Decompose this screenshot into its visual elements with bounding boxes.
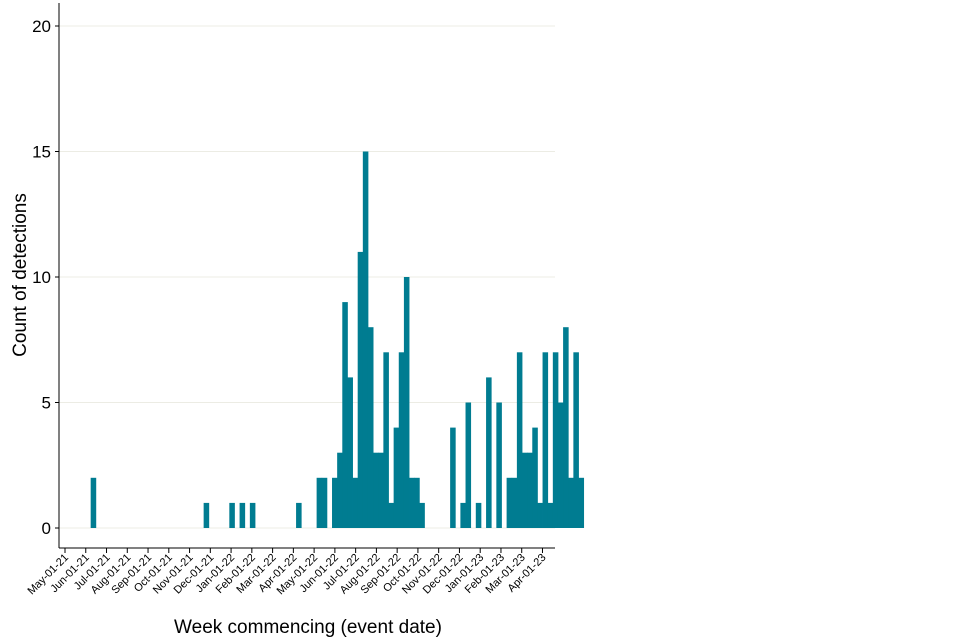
bar-week-66: [403, 277, 410, 528]
bar-week-45: [296, 502, 302, 528]
y-tick-label-15: 15: [32, 143, 51, 162]
bar-week-94: [547, 502, 554, 528]
bar-week-80: [475, 502, 482, 528]
bar-week-57: [357, 251, 364, 528]
y-tick-label-10: 10: [32, 268, 51, 287]
bar-week-84: [496, 402, 502, 528]
bar-week-50: [321, 477, 328, 528]
y-tick-label-5: 5: [42, 394, 51, 413]
bar-week-53: [337, 452, 343, 528]
bar-week-86: [506, 477, 513, 528]
bar-week-89: [522, 452, 528, 528]
bar-week-36: [249, 502, 256, 528]
bar-week-60: [373, 452, 379, 528]
y-tick-label-0: 0: [42, 519, 51, 538]
bar-week-91: [532, 427, 538, 528]
x-ticks-group: May-01-21Jun-01-21Jul-01-21Aug-01-21Sep-…: [25, 548, 549, 597]
bar-week-34: [239, 502, 246, 528]
bar-week-54: [342, 302, 348, 528]
bar-week-58: [362, 151, 369, 528]
bar-week-65: [398, 352, 405, 528]
bar-week-32: [229, 502, 235, 528]
gridlines: [59, 25, 555, 529]
bar-week-61: [378, 452, 384, 528]
bar-week-77: [460, 502, 466, 528]
bar-week-78: [465, 402, 472, 528]
bar-week-95: [552, 352, 559, 528]
y-axis-title: Count of detections: [10, 193, 31, 357]
bar-week-62: [383, 352, 389, 528]
bar-week-93: [542, 352, 549, 528]
bar-week-63: [388, 502, 395, 528]
y-tick-label-20: 20: [32, 17, 51, 36]
bars-group: [90, 151, 585, 528]
bar-week-87: [511, 477, 518, 528]
bar-week-96: [557, 402, 564, 528]
bar-week-49: [316, 477, 323, 528]
bar-week-88: [516, 352, 523, 528]
bar-week-52: [332, 477, 338, 528]
bar-week-99: [573, 352, 579, 528]
bar-week-64: [393, 427, 400, 528]
bar-week-56: [352, 477, 359, 528]
bar-week-90: [527, 452, 533, 528]
bar-week-59: [367, 327, 374, 528]
bar-week-82: [486, 377, 492, 528]
y-ticks-group: 0 5 10 15 20: [32, 17, 59, 538]
bar-week-69: [419, 502, 425, 528]
bar-week-75: [450, 427, 456, 528]
bar-week-97: [563, 327, 569, 528]
bar-week-5: [90, 477, 97, 528]
bar-week-98: [568, 477, 574, 528]
x-axis-title: Week commencing (event date): [174, 617, 442, 638]
axes-group: [58, 3, 555, 549]
bar-week-68: [414, 477, 420, 528]
bar-week-55: [347, 377, 353, 528]
bar-week-67: [409, 477, 415, 528]
bar-week-100: [578, 477, 585, 528]
bar-week-92: [537, 502, 543, 528]
bar-week-27: [203, 502, 210, 528]
